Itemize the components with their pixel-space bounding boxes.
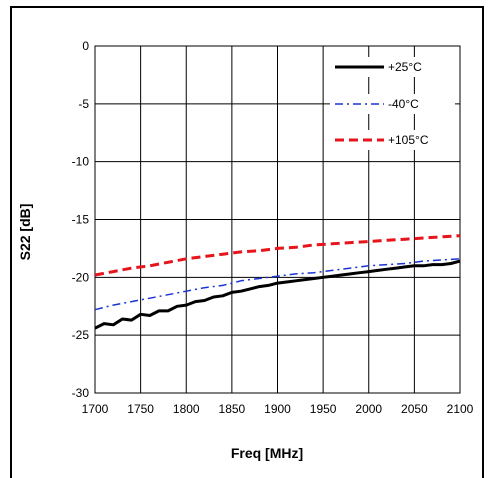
series-lines <box>94 234 461 330</box>
legend-label: +105°C <box>388 133 429 147</box>
y-tick-label: -10 <box>72 155 90 169</box>
legend-label: -40°C <box>388 97 419 111</box>
x-tick-label: 2050 <box>401 402 428 416</box>
legend-bg <box>330 130 455 150</box>
y-tick-labels: 0 -5 -10 -15 -20 -25 -30 <box>72 39 90 400</box>
x-tick-label: 1850 <box>219 402 246 416</box>
legend: +25°C -40°C +105°C <box>330 57 455 150</box>
plot-area <box>94 45 461 394</box>
x-tick-label: 1800 <box>173 402 200 416</box>
y-axis-title: S22 [dB] <box>17 204 33 261</box>
x-tick-label: 1900 <box>264 402 291 416</box>
x-tick-label: 1750 <box>127 402 154 416</box>
x-tick-labels: 1700 1750 1800 1850 1900 1950 2000 2050 2100 <box>82 402 474 416</box>
y-tick-label: -20 <box>72 270 90 284</box>
x-tick-label: 1700 <box>82 402 109 416</box>
x-axis-title: Freq [MHz] <box>231 445 303 461</box>
x-tick-label: 2100 <box>447 402 474 416</box>
series-line-2 <box>94 234 461 277</box>
chart-frame <box>10 6 484 478</box>
legend-label: +25°C <box>388 60 422 74</box>
series-line-0 <box>94 259 461 330</box>
y-tick-label: -15 <box>72 213 90 227</box>
x-tick-label: 2000 <box>355 402 382 416</box>
y-tick-label: -25 <box>72 328 90 342</box>
y-tick-label: -30 <box>72 386 90 400</box>
legend-bg <box>330 94 455 114</box>
y-tick-label: 0 <box>82 39 89 53</box>
x-tick-label: 1950 <box>310 402 337 416</box>
legend-bg <box>330 57 455 77</box>
y-tick-label: -5 <box>78 97 89 111</box>
